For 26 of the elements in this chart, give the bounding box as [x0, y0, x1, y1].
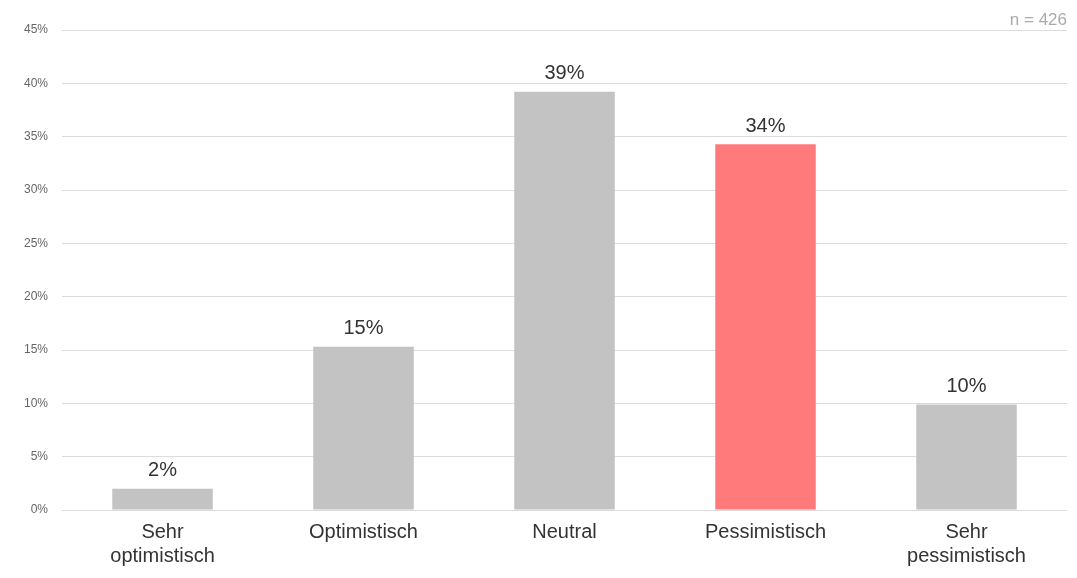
y-tick-label: 10%	[23, 395, 49, 410]
bar	[916, 404, 1017, 510]
y-tick-label: 25%	[23, 235, 49, 250]
y-tick-label: 30%	[23, 182, 49, 197]
bar	[313, 346, 414, 510]
y-tick-label: 0%	[30, 502, 49, 517]
data-label: 2%	[148, 458, 178, 481]
y-tick-label: 45%	[23, 22, 49, 37]
x-tick-label: Neutral	[532, 519, 597, 542]
data-label: 39%	[544, 61, 585, 84]
x-tick-label: Pessimistisch	[704, 519, 827, 542]
x-tick-label: Optimistisch	[309, 519, 418, 542]
x-tick-label: Sehr optimistisch	[110, 519, 215, 566]
y-tick-label: 15%	[23, 342, 49, 357]
data-label: 15%	[343, 316, 384, 339]
x-tick-label: Sehr pessimistisch	[907, 519, 1026, 566]
data-label: 10%	[946, 373, 987, 396]
y-tick-label: 40%	[23, 75, 49, 90]
bar	[514, 91, 615, 510]
y-tick-label: 5%	[30, 448, 49, 463]
data-label: 34%	[745, 113, 786, 136]
y-tick-label: 35%	[23, 128, 49, 143]
y-tick-label: 20%	[23, 288, 49, 303]
bar	[112, 488, 213, 510]
text: n = 426	[1009, 10, 1067, 30]
bar	[715, 144, 816, 510]
